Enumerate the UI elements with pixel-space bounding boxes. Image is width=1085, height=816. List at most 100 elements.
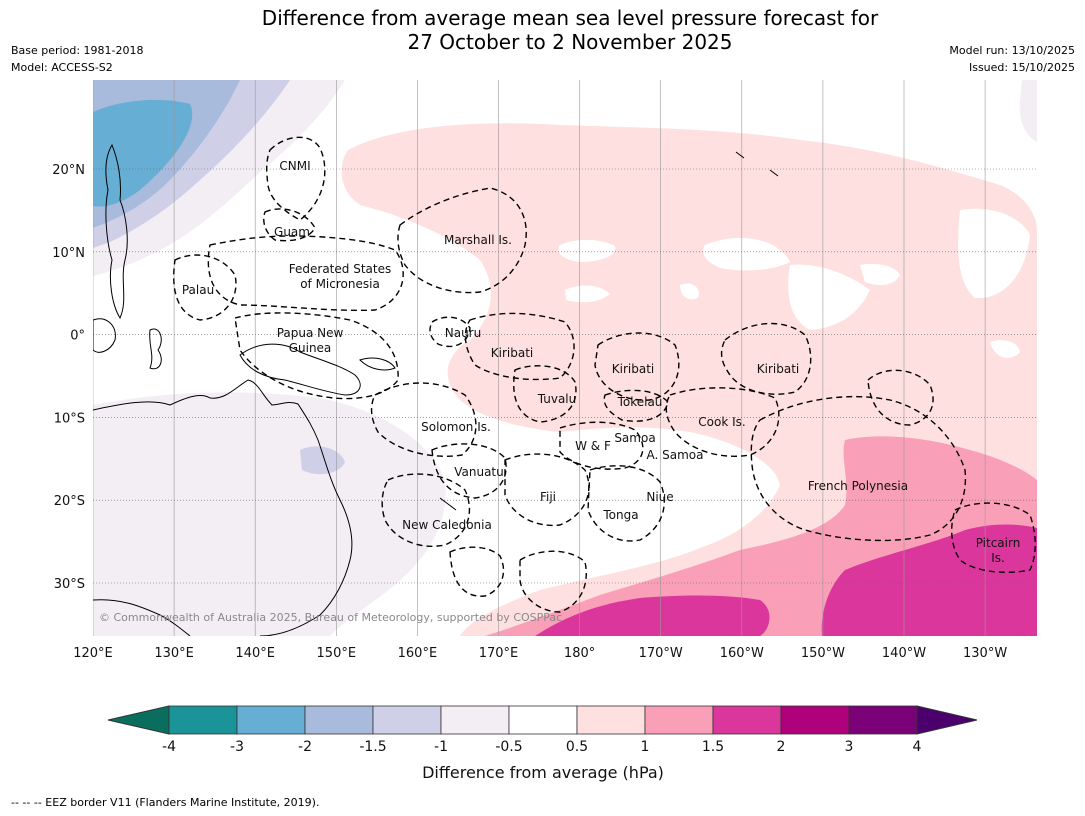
colorbar-tick-label: 1	[641, 739, 650, 755]
eez-french-poly-north	[867, 369, 934, 426]
label-kiribati-west: Kiribati	[491, 346, 533, 360]
label-samoa: Samoa	[614, 431, 655, 445]
anomaly-white-pocket-6	[680, 283, 699, 300]
region-labels: CNMI Guam Marshall Is. Federated States …	[182, 159, 1020, 565]
colorbar-segment	[304, 705, 374, 735]
eez-fsm	[207, 235, 404, 312]
colorbar-tick-label: -3	[230, 739, 244, 755]
label-pitcairn-line2: Is.	[991, 551, 1005, 565]
label-nauru: Nauru	[445, 326, 481, 340]
label-niue: Niue	[646, 490, 673, 504]
latitude-labels: 20°N 10°N 0° 10°S 20°S 30°S	[52, 163, 85, 592]
lat-tick-label: 10°S	[54, 411, 85, 426]
colorbar-tick-label: -1	[434, 739, 448, 755]
indonesia-borneo	[93, 318, 116, 353]
anomaly-white-pocket-8	[990, 340, 1020, 358]
eez-png	[234, 312, 399, 400]
gridlines	[93, 80, 1037, 636]
eez-vanuatu	[431, 443, 507, 499]
colorbar-tick-label: 2	[777, 739, 786, 755]
anomaly-white-pocket-7	[860, 263, 900, 286]
lon-tick-label: 160°W	[720, 646, 764, 661]
colorbar-over-arrow	[916, 705, 978, 735]
lon-tick-label: 140°W	[882, 646, 926, 661]
label-wf: W & F	[575, 439, 611, 453]
colorbar-tick-label: 0.5	[566, 739, 588, 755]
anomaly-region-neg-south-1	[300, 446, 345, 475]
eez-norfolk	[449, 546, 505, 597]
copyright-notice: © Commonwealth of Australia 2025, Bureau…	[99, 611, 562, 624]
meta-right: Model run: 13/10/2025 Issued: 15/10/2025	[949, 42, 1075, 76]
label-fsm-line1: Federated States	[289, 262, 391, 276]
label-fsm-line2: of Micronesia	[300, 277, 380, 291]
issued-date: Issued: 15/10/2025	[968, 61, 1075, 74]
label-solomon: Solomon Is.	[421, 420, 491, 434]
label-guam: Guam	[274, 225, 310, 239]
lat-tick-label: 10°N	[52, 246, 85, 261]
anomaly-region-pos-1.5	[821, 524, 1037, 636]
eez-kermadec	[519, 550, 587, 613]
colorbar-tick-label: -4	[162, 739, 176, 755]
colorbar-segment	[168, 705, 238, 735]
label-tuvalu: Tuvalu	[537, 392, 577, 406]
eez-solomon	[370, 382, 477, 457]
lon-tick-label: 120°E	[73, 646, 113, 661]
colorbar-tick-label: -0.5	[495, 739, 522, 755]
colorbar-segment	[712, 705, 782, 735]
eez-kiribati-central	[594, 332, 680, 401]
lon-tick-label: 170°E	[479, 646, 519, 661]
hawaii	[735, 151, 779, 177]
land-masses	[93, 143, 779, 636]
map-panel: © Commonwealth of Australia 2025, Bureau…	[93, 80, 1037, 636]
lat-tick-label: 20°N	[52, 163, 85, 178]
new-caledonia	[439, 497, 457, 511]
meta-left: Base period: 1981-2018 Model: ACCESS-S2	[11, 42, 143, 76]
colorbar-segment	[848, 705, 918, 735]
eez-cnmi	[265, 136, 326, 221]
label-kiribati-east: Kiribati	[757, 362, 799, 376]
eez-cook	[665, 387, 780, 457]
label-cook: Cook Is.	[698, 415, 745, 429]
png-coastline	[239, 343, 361, 396]
anomaly-white-pocket-4	[958, 208, 1030, 299]
anomaly-region-neg-2	[93, 99, 193, 207]
lat-tick-label: 30°S	[54, 577, 85, 592]
australia-south-coastline	[93, 599, 191, 636]
title-line-1: Difference from average mean sea level p…	[261, 6, 879, 30]
colorbar-segment	[372, 705, 442, 735]
anomaly-white-pocket-5	[565, 285, 610, 303]
sulawesi	[149, 328, 162, 370]
anomaly-white-pocket-1	[558, 239, 616, 262]
colorbar-tick-label: 4	[913, 739, 922, 755]
eez-marshall	[397, 187, 527, 294]
lon-tick-label: 160°E	[398, 646, 438, 661]
longitude-labels: 120°E 130°E 140°E 150°E 160°E 170°E 180° 170°W 1…	[73, 646, 1007, 661]
anomaly-region-neg-south	[93, 392, 446, 636]
chart-title: Difference from average mean sea level p…	[0, 6, 1085, 54]
lon-tick-label: 140°E	[235, 646, 275, 661]
colorbar-label: Difference from average (hPa)	[422, 763, 664, 782]
colorbar-segment	[780, 705, 850, 735]
colorbar-segment	[508, 705, 578, 735]
colorbar-under-arrow	[107, 705, 170, 735]
lon-tick-label: 130°W	[963, 646, 1007, 661]
eez-pitcairn	[951, 502, 1036, 573]
label-png-line2: Guinea	[289, 341, 332, 355]
eez-new-caledonia	[381, 473, 471, 547]
colorbar-tick-label: 3	[845, 739, 854, 755]
lon-tick-label: 150°E	[317, 646, 357, 661]
colorbar-segment	[236, 705, 306, 735]
lon-tick-label: 170°W	[639, 646, 683, 661]
model-run: Model run: 13/10/2025	[949, 44, 1075, 57]
eez-tuvalu	[513, 365, 577, 423]
lon-tick-label: 150°W	[801, 646, 845, 661]
model-name: Model: ACCESS-S2	[11, 61, 113, 74]
label-cnmi: CNMI	[279, 159, 310, 173]
label-fiji: Fiji	[540, 490, 556, 504]
eez-niue-tonga	[587, 465, 665, 542]
label-american-samoa: A. Samoa	[647, 448, 704, 462]
eez-legend-note: -- -- -- EEZ border V11 (Flanders Marine…	[11, 796, 320, 809]
lon-tick-label: 180°	[564, 646, 595, 661]
eez-kiribati-west	[464, 312, 575, 381]
